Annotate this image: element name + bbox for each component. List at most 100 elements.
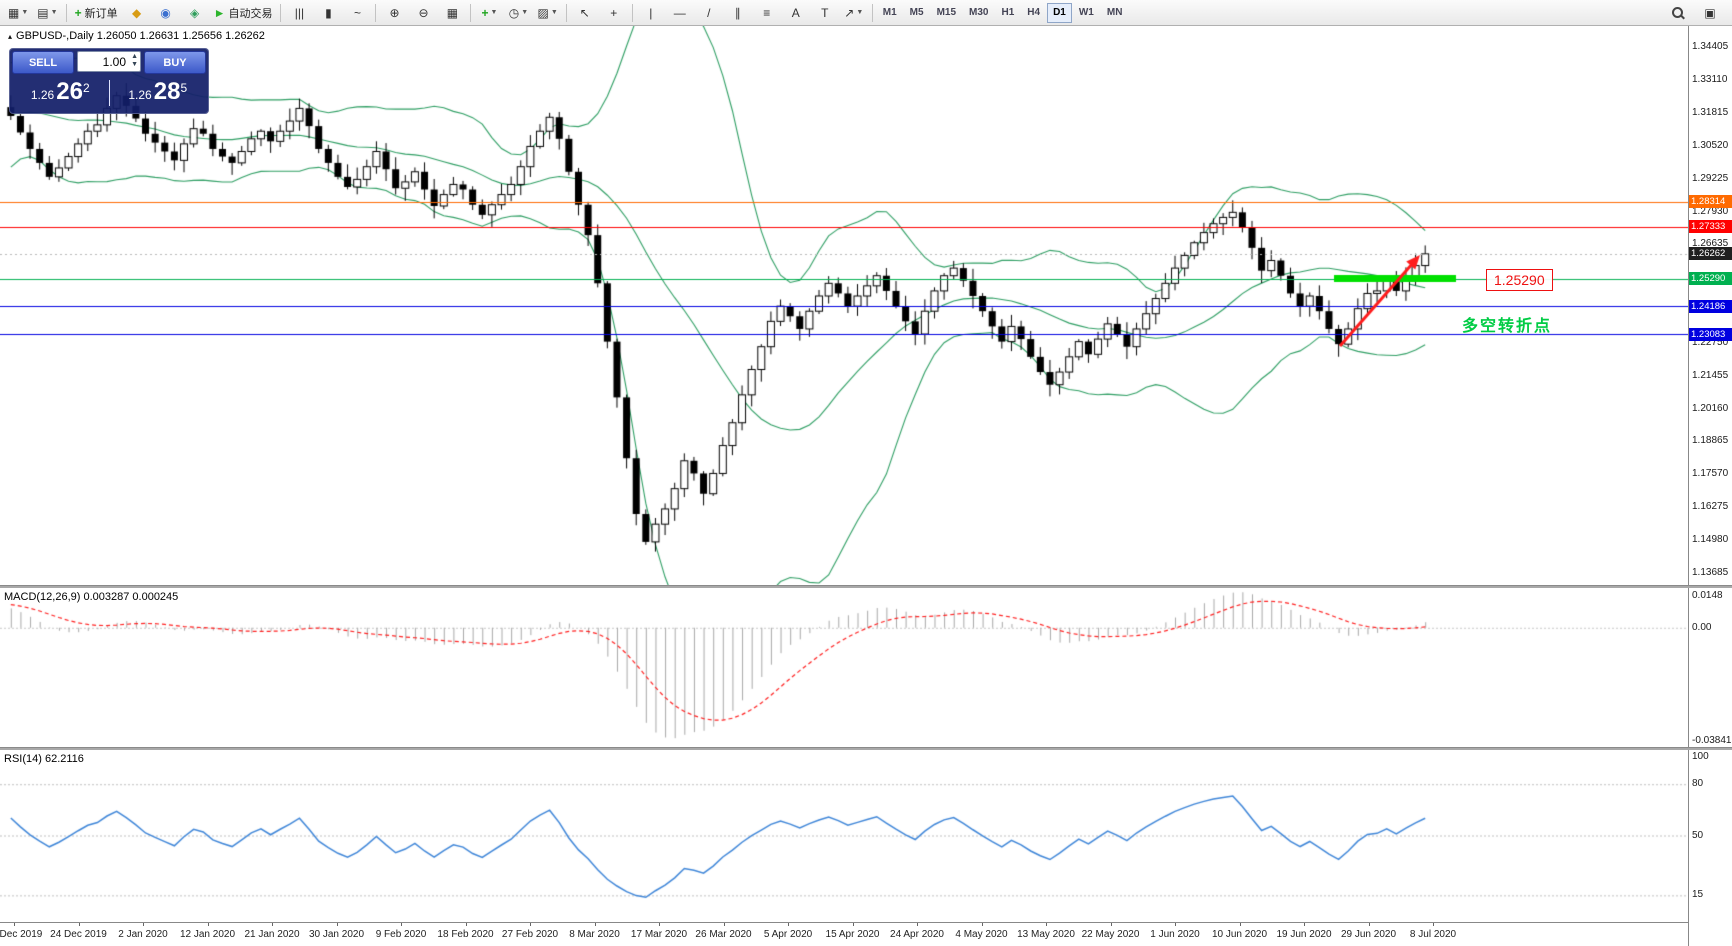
arrows-icon[interactable]: ↗ ▼	[840, 2, 868, 24]
price-divider	[108, 80, 110, 106]
turning-point-label[interactable]: 多空转折点	[1462, 318, 1553, 335]
trendline-icon[interactable]: /	[695, 2, 723, 24]
cursor-icon[interactable]: ↖	[571, 2, 599, 24]
date-label: 13 May 2020	[1017, 929, 1075, 940]
zoom-in-icon[interactable]: ⊕	[380, 2, 408, 24]
horizontal-line-icon[interactable]: —	[666, 2, 694, 24]
templates-icon: ▨	[537, 5, 549, 20]
crosshair-icon: +	[610, 5, 618, 20]
chart-shift-icon[interactable]: ▣	[1696, 2, 1724, 24]
timeframe-m15[interactable]: M15	[936, 7, 957, 18]
buy-button[interactable]: BUY	[144, 51, 206, 74]
search-icon[interactable]	[1664, 2, 1692, 24]
price-axis-label: 1.16275	[1692, 501, 1729, 513]
timeframe-m5[interactable]: M5	[909, 7, 924, 18]
timeframe-m1[interactable]: M1	[882, 7, 897, 18]
dropdown-caret-icon: ▼	[490, 9, 498, 16]
crosshair-icon[interactable]: +	[600, 2, 628, 24]
ask-figure: 1.26	[128, 88, 152, 102]
stepper-down-icon[interactable]: ▼	[131, 61, 138, 68]
timeframe-h1[interactable]: H1	[1001, 7, 1015, 18]
auto-arrange-icon[interactable]: ▦	[438, 2, 466, 24]
autotrading-button[interactable]: ► 自动交易	[210, 2, 277, 24]
timeframe-d1[interactable]: D1	[1047, 2, 1072, 23]
fibonacci-icon[interactable]: ≡	[753, 2, 781, 24]
global-variables-icon: ◉	[160, 5, 171, 20]
macd-axis-min: -0.038415	[1692, 735, 1732, 746]
vertical-line-icon: |	[649, 5, 653, 20]
price-axis-label: 1.33110	[1692, 74, 1728, 86]
history-center-icon: ◆	[131, 5, 142, 20]
equidistant-channel-icon[interactable]: ∥	[724, 2, 752, 24]
periods-icon[interactable]: ◷ ▼	[504, 2, 532, 24]
date-label: 9 Feb 2020	[375, 929, 427, 940]
indicators-icon[interactable]: + ▼	[475, 2, 503, 24]
new-chart-icon[interactable]: ▦ ▼	[4, 2, 32, 24]
price-axis[interactable]: 1.34405 1.33110 1.31815 1.30520 1.29225 1.279…	[1688, 26, 1732, 946]
bar-chart-icon[interactable]: |||	[285, 2, 313, 24]
volume-stepper[interactable]: ▲ ▼	[131, 53, 138, 69]
new-chart-icon: ▦	[8, 5, 20, 20]
date-tick-icon	[1046, 923, 1047, 926]
price-axis-label: 1.26635	[1692, 238, 1729, 250]
price-annotation[interactable]: 1.25290	[1486, 269, 1553, 291]
stepper-up-icon[interactable]: ▲	[131, 53, 138, 60]
date-tick-icon	[14, 923, 15, 926]
timeframe-h4[interactable]: H4	[1027, 7, 1041, 18]
global-variables-icon[interactable]: ◉	[152, 2, 180, 24]
auto-arrange-icon: ▦	[446, 5, 459, 20]
history-center-icon[interactable]: ◆	[123, 2, 151, 24]
date-tick-icon	[1110, 923, 1112, 926]
templates-icon[interactable]: ▨ ▼	[533, 2, 561, 24]
date-label: 27 Feb 2020	[501, 929, 559, 940]
date-label: 29 Jun 2020	[1340, 929, 1397, 940]
timeframe-m30[interactable]: M30	[969, 7, 989, 18]
date-tick-icon	[465, 923, 467, 926]
date-tick-icon	[530, 923, 531, 926]
toolbar-separator	[631, 3, 633, 22]
vertical-line-icon[interactable]: |	[637, 2, 665, 24]
macd-label: MACD(12,26,9) 0.003287 0.000245	[4, 591, 179, 603]
macd-axis-max: 0.0148	[1692, 590, 1723, 601]
profiles-icon[interactable]: ▤ ▼	[33, 2, 61, 24]
zoom-out-icon: ⊖	[418, 5, 429, 20]
dropdown-caret-icon: ▼	[550, 9, 558, 16]
text-icon[interactable]: A	[782, 2, 810, 24]
date-tick-icon	[336, 923, 338, 926]
date-label: 15 Dec 2019	[0, 929, 43, 940]
rsi-canvas[interactable]	[0, 750, 1688, 921]
zoom-out-icon[interactable]: ⊖	[409, 2, 437, 24]
time-axis[interactable]: 15 Dec 2019 24 Dec 2019 2 Jan 2020 12 Jan 2…	[0, 922, 1688, 946]
trendline-icon: /	[707, 5, 711, 20]
chart-title: ▴ GBPUSD-,Daily 1.26050 1.26631 1.25656 1…	[8, 30, 265, 42]
date-label: 22 May 2020	[1081, 929, 1140, 940]
timeframe-mn[interactable]: MN	[1106, 7, 1123, 18]
bar-chart-icon: |||	[294, 5, 305, 20]
date-tick-icon	[917, 923, 918, 926]
main-chart-canvas[interactable]	[0, 26, 1688, 585]
strategy-tester-icon[interactable]: ◈	[181, 2, 209, 24]
price-axis-label: 1.27930	[1692, 205, 1729, 217]
volume-input[interactable]: 1.00 ▲ ▼	[77, 51, 141, 72]
new-order-button[interactable]: + 新订单	[71, 2, 122, 24]
ask-pips: 28	[153, 78, 181, 105]
line-chart-icon[interactable]: ~	[343, 2, 371, 24]
text-label-icon[interactable]: T	[811, 2, 839, 24]
pane-separator[interactable]	[0, 585, 1732, 588]
date-tick-icon	[1175, 923, 1176, 926]
pane-separator[interactable]	[0, 747, 1732, 750]
indicators-icon: +	[481, 5, 489, 20]
candlestick-chart-icon[interactable]: ▮	[314, 2, 342, 24]
autotrading-button-label: 自动交易	[228, 7, 273, 20]
sell-button[interactable]: SELL	[12, 51, 74, 74]
bid-price-display: 1.26 26 2	[12, 80, 109, 105]
toolbar-separator	[565, 3, 567, 22]
chart-title-text: GBPUSD-,Daily 1.26050 1.26631 1.25656 1.…	[16, 30, 265, 42]
timeframe-w1[interactable]: W1	[1078, 7, 1094, 18]
search-icon	[1671, 6, 1685, 20]
profiles-icon: ▤	[37, 5, 49, 20]
fibonacci-icon: ≡	[763, 5, 771, 20]
macd-canvas[interactable]	[0, 588, 1688, 747]
price-axis-label: 1.31815	[1692, 107, 1729, 119]
equidistant-channel-icon: ∥	[734, 5, 741, 20]
